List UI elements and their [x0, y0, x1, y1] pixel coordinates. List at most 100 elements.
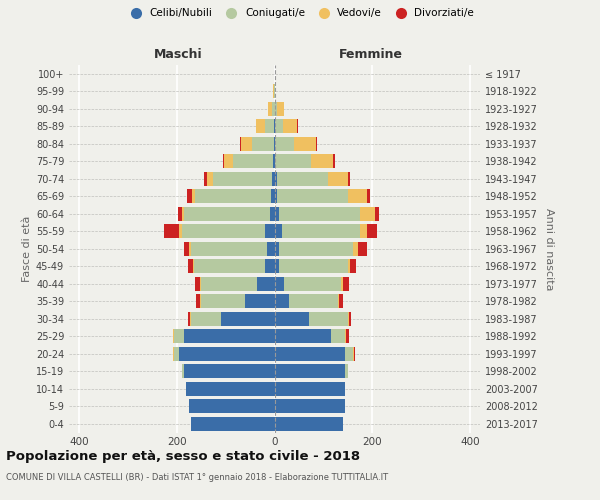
- Bar: [188, 312, 190, 326]
- Y-axis label: Fasce di età: Fasce di età: [22, 216, 32, 282]
- Bar: [275, 172, 277, 186]
- Bar: [256, 120, 265, 133]
- Bar: [192, 190, 195, 203]
- Bar: [178, 207, 182, 220]
- Bar: [193, 260, 194, 273]
- Bar: [354, 347, 355, 360]
- Bar: [346, 364, 348, 378]
- Bar: [174, 330, 184, 343]
- Bar: [191, 242, 267, 256]
- Bar: [196, 294, 200, 308]
- Bar: [348, 312, 349, 326]
- Bar: [240, 137, 241, 150]
- Bar: [275, 382, 346, 396]
- Bar: [179, 347, 275, 360]
- Text: Popolazione per età, sesso e stato civile - 2018: Popolazione per età, sesso e stato civil…: [6, 450, 360, 463]
- Bar: [241, 137, 251, 150]
- Bar: [280, 242, 353, 256]
- Bar: [275, 224, 282, 238]
- Bar: [275, 294, 289, 308]
- Bar: [265, 224, 275, 238]
- Bar: [311, 154, 333, 168]
- Text: Maschi: Maschi: [154, 48, 202, 62]
- Bar: [353, 242, 358, 256]
- Bar: [271, 190, 275, 203]
- Bar: [367, 224, 377, 238]
- Bar: [348, 172, 350, 186]
- Bar: [274, 120, 275, 133]
- Bar: [274, 84, 275, 98]
- Bar: [275, 312, 309, 326]
- Bar: [349, 312, 352, 326]
- Bar: [360, 207, 375, 220]
- Bar: [189, 400, 275, 413]
- Bar: [275, 260, 280, 273]
- Bar: [294, 137, 316, 150]
- Bar: [346, 330, 349, 343]
- Bar: [282, 224, 360, 238]
- Bar: [338, 294, 339, 308]
- Bar: [331, 330, 346, 343]
- Bar: [182, 364, 184, 378]
- Bar: [275, 120, 283, 133]
- Bar: [277, 102, 284, 116]
- Bar: [265, 260, 275, 273]
- Bar: [328, 172, 348, 186]
- Bar: [184, 242, 189, 256]
- Bar: [275, 417, 343, 430]
- Bar: [195, 190, 271, 203]
- Bar: [208, 172, 214, 186]
- Bar: [187, 382, 275, 396]
- Bar: [275, 330, 331, 343]
- Bar: [191, 417, 275, 430]
- Bar: [275, 242, 280, 256]
- Bar: [245, 294, 275, 308]
- Bar: [350, 260, 356, 273]
- Bar: [221, 312, 275, 326]
- Bar: [348, 190, 367, 203]
- Bar: [358, 242, 367, 256]
- Bar: [275, 154, 311, 168]
- Text: Femmine: Femmine: [339, 48, 403, 62]
- Bar: [173, 330, 174, 343]
- Bar: [309, 312, 348, 326]
- Bar: [280, 260, 348, 273]
- Bar: [333, 154, 335, 168]
- Bar: [200, 294, 201, 308]
- Bar: [280, 207, 360, 220]
- Bar: [189, 242, 191, 256]
- Bar: [223, 154, 224, 168]
- Bar: [200, 277, 201, 290]
- Bar: [348, 260, 350, 273]
- Bar: [283, 120, 298, 133]
- Bar: [173, 347, 174, 360]
- Bar: [339, 294, 343, 308]
- Bar: [267, 242, 275, 256]
- Bar: [367, 190, 370, 203]
- Bar: [182, 207, 184, 220]
- Bar: [375, 207, 379, 220]
- Bar: [284, 277, 341, 290]
- Bar: [182, 224, 265, 238]
- Bar: [275, 364, 346, 378]
- Bar: [277, 172, 328, 186]
- Bar: [190, 312, 191, 326]
- Y-axis label: Anni di nascita: Anni di nascita: [544, 208, 554, 290]
- Bar: [174, 347, 179, 360]
- Bar: [257, 277, 275, 290]
- Bar: [360, 224, 367, 238]
- Bar: [191, 312, 221, 326]
- Bar: [275, 207, 280, 220]
- Bar: [275, 190, 277, 203]
- Bar: [201, 294, 245, 308]
- Bar: [343, 277, 349, 290]
- Text: COMUNE DI VILLA CASTELLI (BR) - Dati ISTAT 1° gennaio 2018 - Elaborazione TUTTIT: COMUNE DI VILLA CASTELLI (BR) - Dati IST…: [6, 472, 388, 482]
- Legend: Celibi/Nubili, Coniugati/e, Vedovi/e, Divorziati/e: Celibi/Nubili, Coniugati/e, Vedovi/e, Di…: [123, 5, 477, 21]
- Bar: [203, 172, 208, 186]
- Bar: [346, 347, 353, 360]
- Bar: [272, 84, 274, 98]
- Bar: [194, 260, 265, 273]
- Bar: [184, 207, 269, 220]
- Bar: [164, 224, 179, 238]
- Bar: [275, 137, 294, 150]
